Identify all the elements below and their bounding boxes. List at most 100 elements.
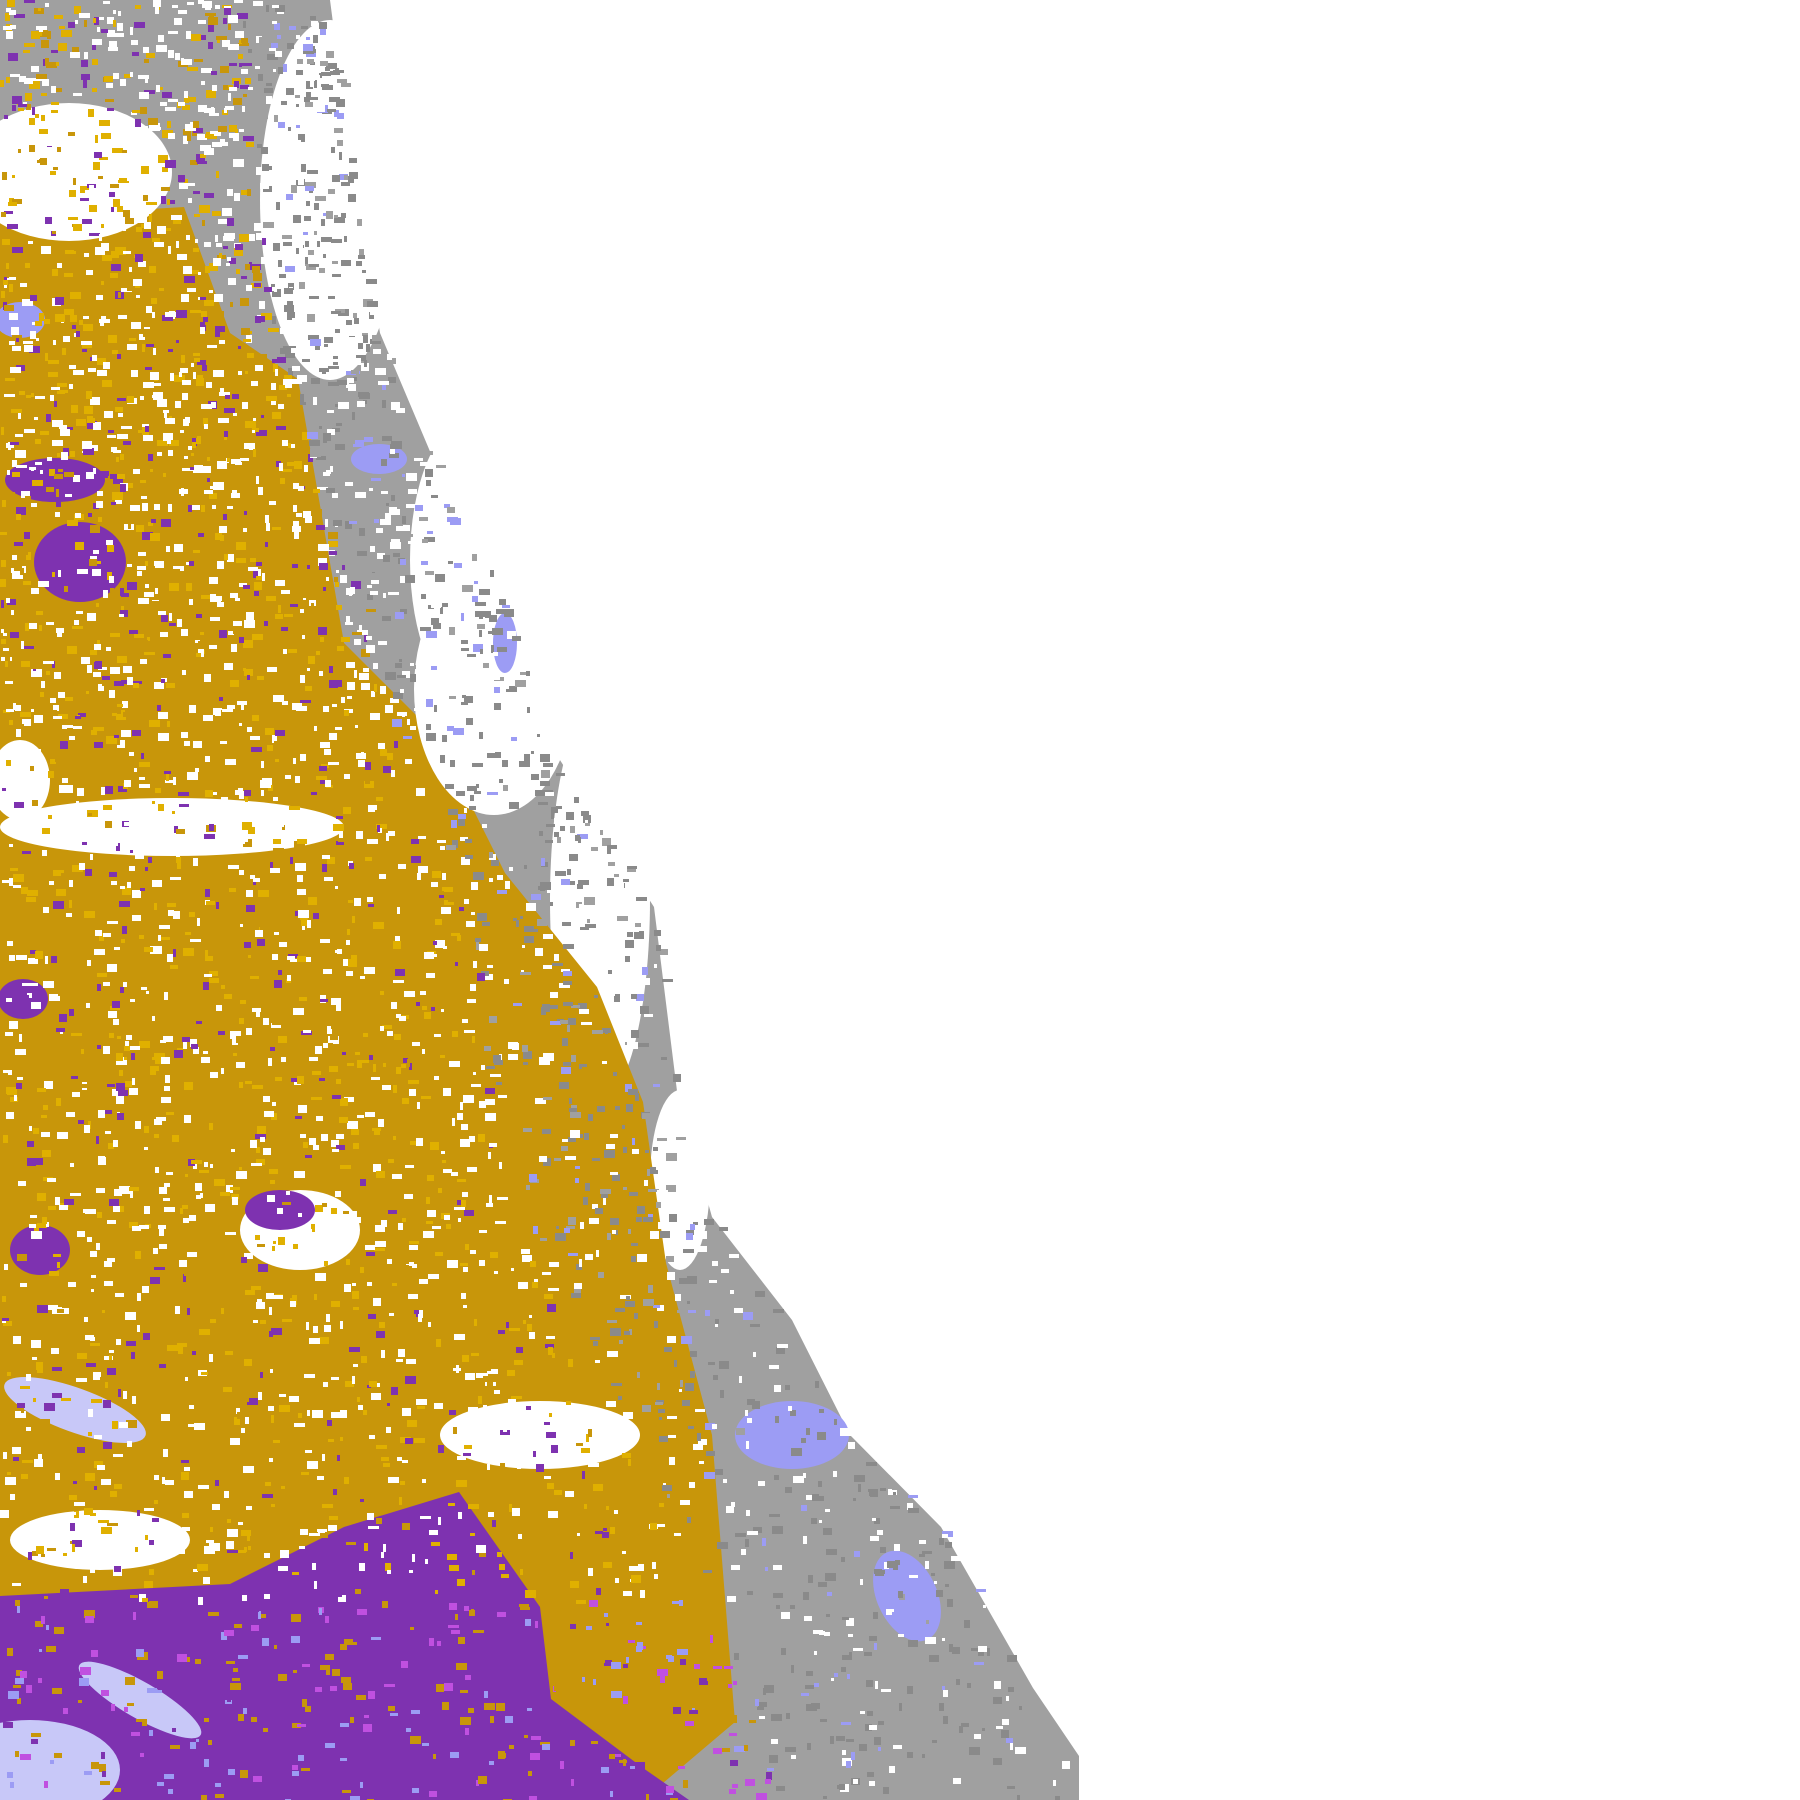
speckle [253, 880, 256, 885]
speckle [316, 1116, 323, 1121]
speckle [135, 254, 143, 262]
speckle [108, 430, 114, 433]
speckle [243, 640, 253, 648]
speckle [396, 1014, 401, 1018]
speckle [159, 1364, 166, 1368]
speckle [166, 645, 174, 650]
speckle [147, 1688, 157, 1693]
speckle [535, 790, 545, 796]
speckle [329, 97, 340, 102]
speckle [373, 1660, 377, 1664]
speckle [369, 488, 373, 491]
speckle [976, 1589, 986, 1592]
speckle [483, 1373, 488, 1376]
speckle [282, 1202, 291, 1205]
speckle [660, 1675, 665, 1683]
speckle [203, 317, 208, 322]
speckle [230, 302, 233, 307]
speckle [110, 633, 120, 637]
speckle [15, 1678, 24, 1684]
speckle [59, 1031, 63, 1034]
speckle [225, 1232, 236, 1235]
speckle [250, 976, 259, 979]
speckle [1, 1153, 4, 1160]
speckle [34, 417, 38, 420]
speckle [282, 440, 288, 446]
speckle [161, 187, 170, 191]
speckle [460, 1690, 468, 1693]
speckle [31, 1733, 41, 1737]
speckle [228, 15, 238, 23]
speckle [125, 218, 134, 224]
speckle [221, 1211, 232, 1216]
speckle [7, 470, 10, 475]
speckle [546, 1336, 555, 1339]
speckle [28, 1552, 32, 1560]
speckle [138, 126, 148, 134]
speckle [410, 726, 416, 730]
speckle [824, 1632, 830, 1636]
speckle [757, 1707, 764, 1710]
speckle [399, 1016, 406, 1021]
speckle [42, 79, 49, 86]
speckle [109, 1199, 119, 1206]
speckle [370, 339, 381, 344]
speckle [241, 1428, 245, 1433]
speckle [270, 78, 274, 83]
speckle [176, 853, 180, 857]
speckle [544, 1422, 550, 1425]
speckle [395, 936, 400, 941]
speckle [402, 1408, 411, 1416]
speckle [337, 949, 342, 954]
speckle [245, 264, 250, 270]
speckle [53, 716, 62, 719]
speckle [224, 1491, 229, 1498]
speckle [324, 1325, 331, 1332]
speckle [619, 1778, 629, 1786]
speckle [739, 1376, 742, 1383]
speckle [162, 167, 168, 172]
speckle [772, 1526, 783, 1534]
speckle [341, 213, 346, 218]
speckle [436, 1339, 441, 1347]
speckle [59, 26, 65, 29]
speckle [154, 1119, 162, 1125]
speckle [261, 415, 264, 418]
speckle [244, 1253, 253, 1259]
speckle [76, 331, 80, 337]
speckle [286, 88, 294, 95]
white-gap [0, 740, 50, 820]
speckle [758, 1481, 765, 1486]
speckle [187, 288, 196, 292]
speckle [877, 1530, 883, 1535]
speckle [113, 214, 117, 220]
speckle [880, 1547, 886, 1553]
speckle [135, 854, 144, 859]
speckle [39, 625, 42, 631]
speckle [311, 21, 318, 26]
speckle [175, 982, 186, 985]
speckle [294, 1423, 305, 1427]
speckle [139, 92, 149, 99]
speckle [448, 1625, 459, 1628]
speckle [212, 792, 217, 795]
speckle [82, 441, 92, 449]
speckle [675, 1294, 681, 1301]
speckle [386, 1427, 391, 1433]
speckle [63, 336, 70, 342]
speckle [196, 438, 199, 444]
speckle [690, 1615, 693, 1623]
speckle [60, 1589, 69, 1593]
speckle [967, 1683, 971, 1688]
speckle [319, 671, 323, 676]
speckle [485, 1088, 495, 1094]
speckle [353, 1217, 361, 1223]
speckle [777, 1344, 788, 1348]
speckle [531, 1736, 541, 1740]
speckle [380, 1026, 384, 1031]
speckle [12, 492, 15, 495]
speckle [963, 1732, 968, 1736]
speckle [559, 983, 570, 988]
speckle [282, 825, 285, 830]
speckle [165, 1075, 170, 1083]
